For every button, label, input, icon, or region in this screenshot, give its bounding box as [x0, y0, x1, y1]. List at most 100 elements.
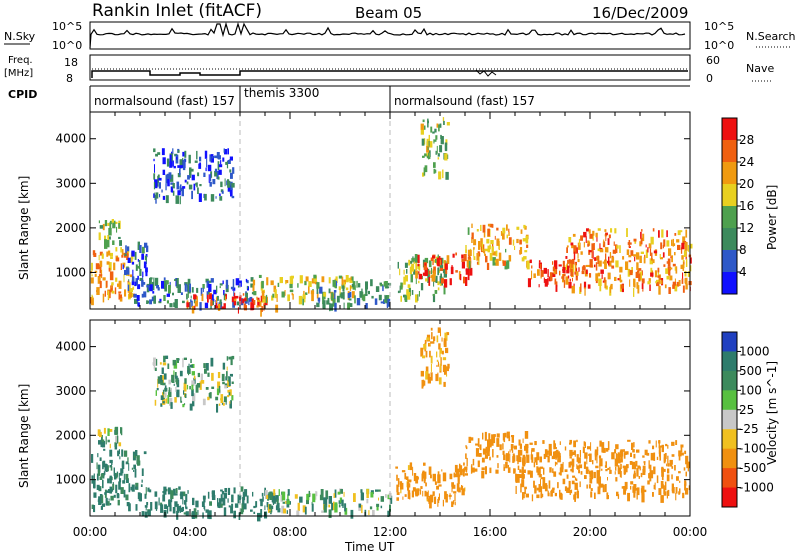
heatmap-cell [221, 306, 225, 310]
heatmap-cell [580, 251, 583, 255]
heatmap-cell [169, 161, 173, 168]
heatmap-cell [109, 475, 112, 484]
heatmap-cell [180, 292, 183, 295]
heatmap-cell [151, 296, 154, 302]
heatmap-cell [495, 258, 499, 266]
heatmap-cell [626, 464, 629, 469]
heatmap-cell [285, 500, 287, 504]
y-tick-label: 2000 [55, 221, 86, 235]
heatmap-cell [214, 168, 217, 173]
heatmap-cell [547, 450, 549, 455]
heatmap-cell [592, 233, 594, 241]
heatmap-cell [140, 496, 142, 500]
heatmap-cell [252, 285, 255, 292]
heatmap-cell [261, 280, 264, 289]
x-tick-label: 04:00 [173, 525, 208, 539]
heatmap-cell [361, 491, 363, 495]
heatmap-cell [100, 439, 104, 448]
heatmap-cell [219, 193, 221, 196]
colorbar-tick-label: 100 [739, 383, 762, 397]
heatmap-cell [99, 476, 103, 480]
heatmap-cell [583, 441, 586, 446]
heatmap-cell [217, 372, 221, 379]
heatmap-cell [568, 282, 570, 286]
heatmap-cell [633, 278, 635, 286]
heatmap-cell [600, 483, 604, 488]
heatmap-cell [444, 332, 447, 339]
heatmap-cell [100, 506, 103, 510]
heatmap-cell [428, 496, 432, 502]
heatmap-cell [568, 480, 571, 489]
heatmap-cell [568, 281, 572, 289]
heatmap-cell [649, 284, 651, 291]
heatmap-cell [182, 300, 185, 304]
heatmap-cell [476, 253, 480, 261]
colorbar-swatch [722, 140, 737, 163]
heatmap-cell [106, 261, 110, 265]
heatmap-cell [569, 278, 571, 282]
heatmap-cell [413, 473, 417, 482]
heatmap-cell [216, 152, 220, 159]
heatmap-cell [598, 455, 602, 459]
freq-label: Freq. [8, 55, 33, 66]
heatmap-cell [646, 452, 650, 456]
heatmap-cell [573, 440, 576, 448]
heatmap-cell [230, 286, 235, 290]
heatmap-cell [493, 434, 496, 437]
heatmap-cell [421, 138, 425, 146]
heatmap-cell [641, 270, 643, 276]
heatmap-cell [437, 327, 441, 333]
heatmap-cell [414, 256, 416, 262]
heatmap-cell [635, 271, 639, 278]
heatmap-cell [509, 449, 511, 453]
heatmap-cell [210, 194, 215, 202]
heatmap-cell [277, 502, 279, 506]
heatmap-cell [609, 466, 611, 474]
heatmap-cell [120, 427, 122, 434]
heatmap-cell [208, 174, 210, 183]
heatmap-cell [499, 444, 502, 451]
x-tick-label: 08:00 [273, 525, 308, 539]
heatmap-cell [230, 506, 233, 514]
heatmap-cell [169, 303, 173, 308]
heatmap-cell [598, 278, 602, 286]
heatmap-cell [107, 250, 111, 256]
heatmap-cell [426, 271, 428, 276]
heatmap-cell [185, 506, 188, 510]
heatmap-cell [137, 266, 140, 269]
heatmap-cell [153, 277, 155, 285]
heatmap-cell [640, 472, 643, 478]
colorbar-tick-label: -1000 [739, 481, 774, 495]
heatmap-cell [423, 262, 428, 270]
heatmap-cell [425, 482, 427, 487]
heatmap-cell [582, 265, 586, 271]
heatmap-cell [425, 350, 428, 358]
heatmap-cell [594, 452, 597, 461]
heatmap-cell [177, 284, 181, 293]
heatmap-cell [175, 488, 178, 494]
heatmap-cell [165, 174, 169, 184]
heatmap-cell [313, 274, 317, 279]
heatmap-cell [464, 466, 468, 471]
nsky-panel-frame [89, 21, 691, 50]
heatmap-cell [599, 463, 601, 472]
heatmap-cell [239, 508, 244, 515]
heatmap-cell [134, 468, 137, 478]
heatmap-cell [430, 327, 433, 331]
heatmap-cell [626, 451, 629, 455]
heatmap-cell [434, 128, 437, 133]
heatmap-cell [529, 442, 533, 445]
heatmap-cell [440, 357, 442, 366]
heatmap-cell [321, 276, 325, 283]
heatmap-cell [414, 254, 418, 263]
heatmap-cell [118, 449, 120, 454]
heatmap-cell [584, 442, 586, 448]
heatmap-cell [253, 511, 256, 514]
heatmap-cell [262, 496, 264, 502]
heatmap-cell [614, 276, 617, 281]
heatmap-cell [114, 426, 119, 435]
heatmap-cell [439, 267, 444, 271]
heatmap-cell [333, 282, 337, 288]
heatmap-cell [157, 376, 161, 384]
heatmap-cell [446, 374, 448, 377]
